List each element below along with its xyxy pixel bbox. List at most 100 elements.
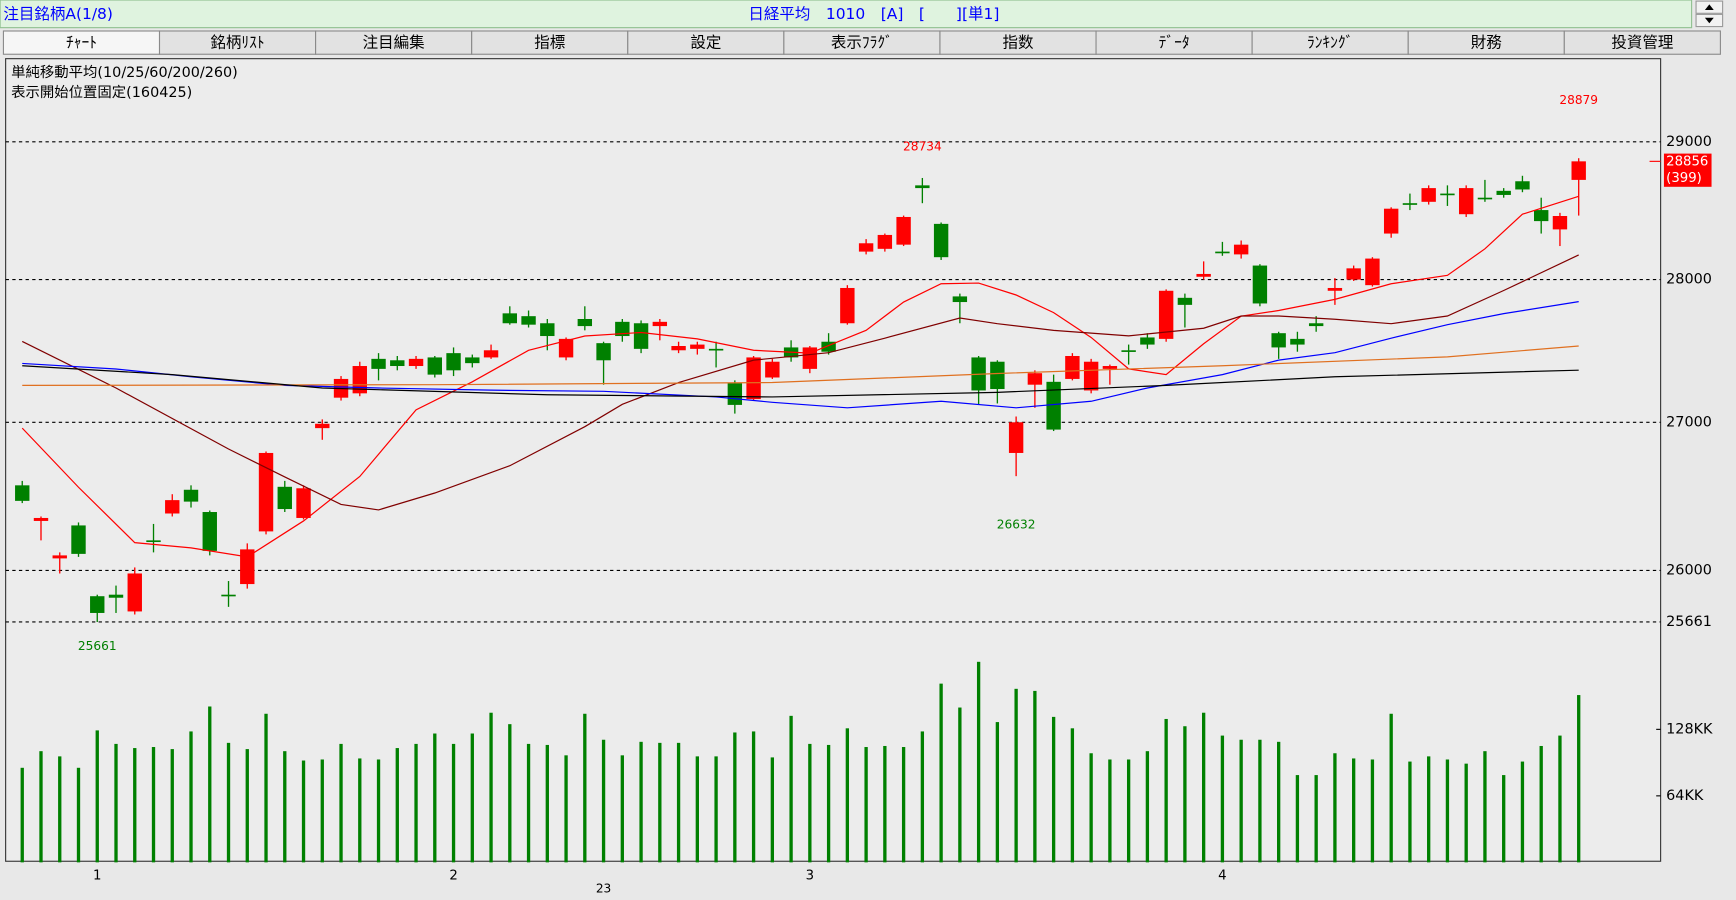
volume-bar xyxy=(189,731,193,863)
scroll-down-arrow xyxy=(1704,17,1714,24)
candle-body xyxy=(1027,373,1043,385)
ma-legend: 単純移動平均(10/25/60/200/260) xyxy=(11,64,238,81)
volume-bar xyxy=(1126,759,1131,863)
volume-bar xyxy=(1577,695,1581,863)
candle-body xyxy=(258,452,274,532)
moving-average xyxy=(21,254,1579,511)
candle-body xyxy=(165,500,180,514)
volume-bar xyxy=(414,743,418,863)
y-tick-label: 27000 xyxy=(1666,414,1712,430)
volume-bar xyxy=(1445,759,1450,863)
tab-label: ﾃﾞｰﾀ xyxy=(1159,34,1190,52)
volume-bar xyxy=(1145,751,1150,863)
candle-body xyxy=(990,361,1005,390)
volume-bar xyxy=(545,744,549,863)
volume-bar xyxy=(1314,775,1318,863)
tab-label: 注目編集 xyxy=(363,34,425,52)
volume-bar xyxy=(939,683,943,863)
candle-body xyxy=(296,488,311,518)
volume-bar xyxy=(301,760,306,863)
volume-bar xyxy=(1352,758,1356,863)
volume-bar xyxy=(901,747,906,863)
candle-body xyxy=(1383,208,1399,234)
x-tick-label: 1 xyxy=(93,869,101,884)
candle-body xyxy=(671,346,686,351)
volume-bar xyxy=(976,661,981,863)
volume-bar xyxy=(733,732,737,863)
volume-bar xyxy=(170,749,174,863)
volume-bar xyxy=(1464,763,1468,863)
candle-body xyxy=(315,423,330,429)
volume-bar xyxy=(1033,690,1037,863)
last-price-label: 28856 xyxy=(1666,154,1708,169)
tab-label: 財務 xyxy=(1471,34,1502,52)
header-bar xyxy=(0,0,1693,29)
volume-bar xyxy=(958,707,962,863)
candle-body xyxy=(727,383,743,405)
x-tick-label: 3 xyxy=(806,869,814,884)
volume-bar xyxy=(339,743,343,863)
candle-body xyxy=(915,185,930,189)
extreme-label: 28879 xyxy=(1559,93,1598,107)
candle-body xyxy=(202,512,217,551)
volume-bar xyxy=(283,751,287,863)
volume-bar xyxy=(114,743,118,863)
tab-label: 銘柄ﾘｽﾄ xyxy=(210,34,264,52)
tab-label: 指標 xyxy=(534,34,565,52)
candle-body xyxy=(352,366,367,394)
volume-bar xyxy=(920,731,925,863)
volume-bar xyxy=(639,741,643,863)
last-price-box xyxy=(1663,153,1712,187)
header-title: 注目銘柄A(1/8) xyxy=(3,5,113,23)
candle-body xyxy=(596,343,611,361)
candle-body xyxy=(558,338,574,358)
volume-bar xyxy=(676,742,681,863)
volume-bar xyxy=(1014,688,1018,863)
volume-bar xyxy=(358,758,362,863)
extreme-label: 28734 xyxy=(903,139,942,153)
candle-body xyxy=(1496,190,1511,195)
candle-body xyxy=(1008,422,1024,453)
volume-bar xyxy=(1089,753,1093,863)
header-info: 日経平均 1010 [A] [ ][単1] xyxy=(748,5,999,23)
candle-body xyxy=(240,549,255,585)
tab-label: 指数 xyxy=(1003,34,1034,52)
x-tick-label: 2 xyxy=(449,869,457,884)
candle-body xyxy=(1477,197,1493,200)
volume-bar xyxy=(1277,741,1281,863)
volume-bar xyxy=(1427,756,1431,863)
candle-body xyxy=(502,313,518,324)
volume-bar xyxy=(1558,735,1562,863)
volume-bar xyxy=(1051,716,1056,863)
candle-body xyxy=(1140,337,1155,345)
candle-body xyxy=(446,353,461,371)
candle-body xyxy=(821,341,836,352)
change-label: (399) xyxy=(1666,171,1702,186)
volume-bar xyxy=(208,706,212,863)
candle-body xyxy=(765,361,780,378)
volume-bar xyxy=(1483,751,1487,863)
volume-bar xyxy=(376,759,381,863)
volume-bar xyxy=(845,728,850,863)
tab-label: 表示ﾌﾗｸﾞ xyxy=(831,34,893,52)
candle-body xyxy=(1196,273,1211,277)
candle-body xyxy=(652,321,668,327)
tab[interactable] xyxy=(1563,30,1721,55)
candle-body xyxy=(952,296,968,303)
volume-bar xyxy=(1220,735,1225,863)
tab-label: ﾁｬｰﾄ xyxy=(66,34,97,52)
volume-bar xyxy=(601,739,606,863)
volume-bar xyxy=(226,742,231,863)
volume-bar xyxy=(508,724,512,863)
candle-body xyxy=(633,323,649,349)
volume-bar xyxy=(1164,718,1168,863)
volume-bar xyxy=(133,748,137,863)
candle-body xyxy=(1552,216,1568,230)
candle-body xyxy=(577,319,593,327)
volume-bar xyxy=(789,715,793,863)
y-tick-label: 26000 xyxy=(1666,562,1712,578)
candle-body xyxy=(1121,350,1136,352)
candle-body xyxy=(540,323,555,337)
